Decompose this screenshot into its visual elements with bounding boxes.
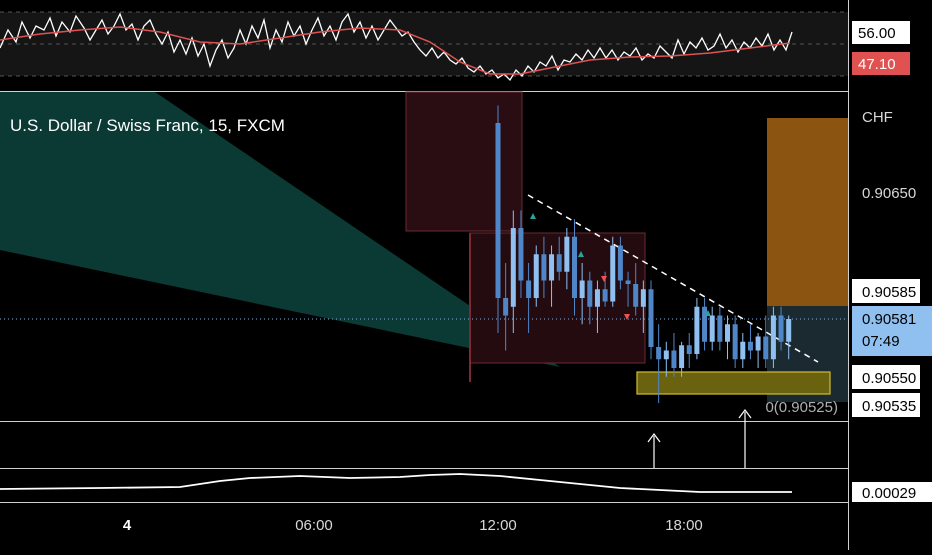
candle-body bbox=[510, 228, 516, 307]
candle-body bbox=[587, 280, 593, 307]
candle-body bbox=[702, 306, 708, 342]
time-axis[interactable]: 4 06:00 12:00 18:00 bbox=[123, 517, 703, 534]
up-arrow-marker bbox=[738, 409, 752, 468]
sell-signal-marker bbox=[601, 276, 607, 282]
price-tag-text: 0.90535 bbox=[862, 398, 916, 415]
time-tick: 4 bbox=[123, 517, 132, 534]
candle-body bbox=[755, 336, 761, 351]
symbol-title: U.S. Dollar / Swiss Franc, 15, FXCM bbox=[10, 116, 285, 135]
candle-body bbox=[579, 280, 585, 298]
long-position-target-box bbox=[767, 118, 848, 306]
rsi-value-tag bbox=[852, 21, 910, 44]
candle-body bbox=[694, 306, 700, 354]
price-tag-text: 0.90585 bbox=[862, 284, 916, 301]
rsi-pane[interactable] bbox=[0, 11, 848, 82]
candle-body bbox=[633, 284, 639, 307]
candle-body bbox=[617, 245, 623, 281]
candle-body bbox=[518, 228, 524, 281]
atr-value-text: 0.00029 bbox=[862, 485, 916, 502]
fib-level-label: 0(0.90525) bbox=[765, 399, 838, 416]
candle-body bbox=[602, 289, 608, 302]
teal-fan-region bbox=[0, 92, 560, 367]
candle-body bbox=[564, 236, 570, 272]
candle-body bbox=[709, 315, 715, 342]
candle-body bbox=[686, 345, 692, 354]
atr-pane[interactable] bbox=[0, 473, 792, 493]
current-price-tag bbox=[852, 306, 932, 356]
buy-signal-marker bbox=[530, 213, 536, 219]
candle-body bbox=[648, 289, 654, 347]
candle-body bbox=[763, 336, 769, 360]
price-axis[interactable]: 56.00 47.10 CHF 0.90650 0.90585 0.90581 … bbox=[852, 21, 932, 502]
candle-body bbox=[725, 324, 730, 342]
atr-line bbox=[0, 473, 792, 493]
price-tag bbox=[852, 365, 920, 389]
candle-body bbox=[610, 245, 616, 302]
candle-body bbox=[778, 315, 784, 342]
time-tick: 12:00 bbox=[479, 517, 517, 534]
candle-series bbox=[495, 105, 792, 403]
candle-body bbox=[549, 254, 555, 281]
signal-markers bbox=[530, 213, 711, 320]
rsi-line bbox=[0, 12, 793, 82]
buy-signal-marker bbox=[578, 251, 584, 257]
supply-zone-box bbox=[405, 91, 523, 232]
price-tag bbox=[852, 393, 920, 417]
current-price-text: 0.90581 bbox=[862, 311, 916, 328]
candle-body bbox=[572, 236, 577, 298]
countdown-text: 07:49 bbox=[862, 333, 900, 350]
buy-signal-marker bbox=[705, 310, 711, 316]
time-tick: 18:00 bbox=[665, 517, 703, 534]
arrow-markers-pane bbox=[647, 409, 752, 468]
price-tag-text: 0.90550 bbox=[862, 370, 916, 387]
up-arrow-marker bbox=[647, 433, 661, 468]
candle-body bbox=[770, 315, 776, 360]
candle-body bbox=[671, 350, 677, 368]
sell-signal-marker bbox=[624, 314, 630, 320]
price-tag bbox=[852, 279, 920, 303]
candle-body bbox=[503, 298, 509, 316]
candle-body bbox=[732, 324, 738, 360]
rsi-value-text: 56.00 bbox=[858, 25, 896, 42]
candle-body bbox=[740, 341, 746, 360]
trendline-dashed bbox=[527, 194, 819, 363]
price-tick: 0.90650 bbox=[862, 185, 916, 202]
atr-value-tag bbox=[852, 482, 932, 502]
candle-body bbox=[663, 350, 669, 360]
candle-body bbox=[495, 123, 501, 298]
candle-body bbox=[625, 280, 631, 284]
rsi-moving-average bbox=[0, 26, 791, 75]
candle-body bbox=[533, 254, 539, 298]
candle-body bbox=[679, 345, 685, 368]
price-pane[interactable]: 0(0.90525) U.S. Dollar / Swiss Franc, 15… bbox=[0, 91, 848, 416]
rsi-ma-value-text: 47.10 bbox=[858, 56, 896, 73]
candle-body bbox=[717, 315, 723, 342]
candle-body bbox=[541, 254, 547, 281]
candle-body bbox=[594, 289, 600, 307]
candle-body bbox=[747, 341, 753, 351]
candle-body bbox=[556, 254, 562, 272]
candle-body bbox=[526, 280, 532, 298]
time-tick: 06:00 bbox=[295, 517, 333, 534]
support-zone-box bbox=[636, 371, 831, 395]
candle-body bbox=[786, 319, 792, 342]
currency-label: CHF bbox=[862, 109, 893, 126]
rsi-ma-value-tag bbox=[852, 52, 910, 75]
candle-body bbox=[656, 347, 662, 360]
candle-body bbox=[640, 289, 646, 307]
